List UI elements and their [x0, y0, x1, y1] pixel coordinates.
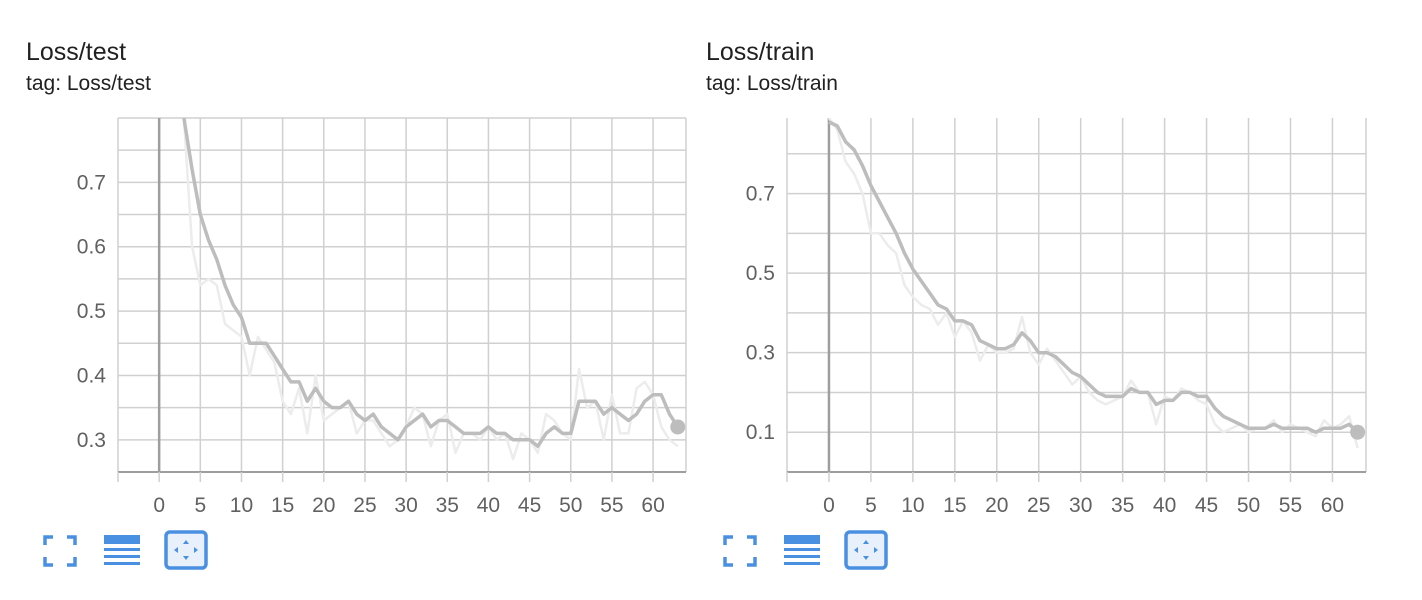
grid-lines [117, 117, 687, 473]
series-line-raw [827, 118, 1359, 449]
data-table-icon [784, 535, 820, 565]
chart-title: Loss/test [26, 38, 127, 66]
x-tick-label: 60 [641, 494, 664, 517]
x-tick-label: 0 [153, 494, 165, 517]
x-tick-label: 45 [1195, 494, 1218, 517]
chart-card-loss-train: Loss/train tag: Loss/train 0 5 10 15 20 25 30 3… [680, 0, 1367, 600]
x-tick-label: 35 [1111, 494, 1134, 517]
x-tick-label: 35 [436, 494, 459, 517]
x-tick-label: 55 [600, 494, 623, 517]
x-tick-label: 0 [823, 494, 835, 517]
series-end-point [1350, 424, 1366, 440]
fit-to-domain-button[interactable] [844, 530, 888, 572]
series-line-smoothed [828, 120, 1359, 434]
fullscreen-button[interactable] [40, 530, 84, 572]
y-tick-label: 0.7 [77, 171, 106, 194]
x-tick-label: 30 [394, 494, 417, 517]
x-tick-label: 25 [353, 494, 376, 517]
y-tick-label: 0.4 [77, 364, 107, 387]
data-table-icon [104, 535, 140, 565]
data-table-button[interactable] [102, 530, 146, 572]
y-tick-label: 0.3 [77, 429, 106, 452]
x-tick-label: 55 [1279, 494, 1302, 517]
data-table-button[interactable] [782, 530, 826, 572]
fit-to-domain-icon [844, 530, 888, 570]
fit-to-domain-button[interactable] [164, 530, 208, 572]
x-tick-label: 25 [1027, 494, 1050, 517]
fullscreen-icon [43, 535, 77, 567]
chart-card-loss-test: Loss/test tag: Loss/test 0 5 10 15 20 25 30 35 4… [0, 0, 687, 600]
x-tick-label: 5 [865, 494, 877, 517]
chart-tag: tag: Loss/train [706, 72, 838, 95]
x-tick-label: 10 [901, 494, 924, 517]
x-tick-label: 50 [1237, 494, 1260, 517]
fullscreen-icon [723, 535, 757, 567]
grid-lines [786, 118, 1367, 473]
y-tick-label: 0.5 [77, 300, 106, 323]
x-tick-label: 40 [1153, 494, 1176, 517]
x-tick-label: 20 [985, 494, 1008, 517]
chart-title: Loss/train [706, 38, 815, 66]
y-tick-label: 0.6 [77, 236, 106, 259]
x-tick-label: 20 [312, 494, 335, 517]
chart-tag: tag: Loss/test [26, 72, 151, 95]
x-tick-label: 60 [1321, 494, 1344, 517]
x-tick-label: 10 [230, 494, 253, 517]
series-end-point [670, 419, 686, 435]
x-tick-label: 15 [943, 494, 966, 517]
fit-to-domain-icon [164, 530, 208, 570]
x-tick-label: 50 [559, 494, 582, 517]
y-tick-label: 0.7 [746, 183, 775, 206]
y-tick-label: 0.3 [746, 342, 775, 365]
line-chart-loss-test[interactable]: 0 5 10 15 20 25 30 35 40 45 50 55 60 0.3 0.4 0.5 0.6 0.7 [0, 0, 700, 525]
line-chart-loss-train[interactable]: 0 5 10 15 20 25 30 35 40 45 50 55 60 0.1 0.3 0.5 0.7 [680, 0, 1380, 525]
y-tick-label: 0.5 [746, 262, 775, 285]
x-tick-label: 30 [1069, 494, 1092, 517]
fullscreen-button[interactable] [720, 530, 764, 572]
x-tick-label: 40 [477, 494, 500, 517]
x-tick-label: 15 [271, 494, 294, 517]
y-tick-label: 0.1 [746, 421, 775, 444]
x-tick-label: 5 [194, 494, 206, 517]
series-line-smoothed [182, 118, 680, 449]
x-tick-label: 45 [518, 494, 541, 517]
